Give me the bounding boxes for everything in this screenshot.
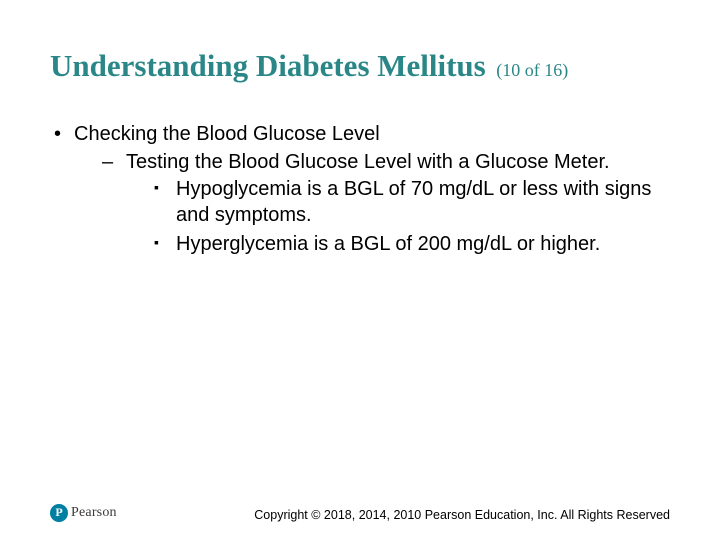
slide-title: Understanding Diabetes Mellitus bbox=[50, 48, 486, 83]
bullet-text: Hypoglycemia is a BGL of 70 mg/dL or les… bbox=[176, 178, 651, 226]
title-row: Understanding Diabetes Mellitus (10 of 1… bbox=[50, 48, 670, 84]
bullet-text: Hyperglycemia is a BGL of 200 mg/dL or h… bbox=[176, 233, 600, 255]
copyright-text: Copyright © 2018, 2014, 2010 Pearson Edu… bbox=[254, 508, 670, 522]
list-item: Hypoglycemia is a BGL of 70 mg/dL or les… bbox=[154, 177, 670, 228]
bullet-text: Checking the Blood Glucose Level bbox=[74, 123, 380, 145]
brand-name: Pearson bbox=[71, 505, 117, 521]
slide: Understanding Diabetes Mellitus (10 of 1… bbox=[0, 0, 720, 540]
list-item: Testing the Blood Glucose Level with a G… bbox=[102, 150, 670, 258]
pearson-p-icon bbox=[50, 504, 68, 522]
footer: Pearson Copyright © 2018, 2014, 2010 Pea… bbox=[0, 504, 720, 522]
list-item: Checking the Blood Glucose Level Testing… bbox=[50, 122, 670, 258]
brand-logo: Pearson bbox=[50, 504, 117, 522]
slide-counter: (10 of 16) bbox=[496, 60, 568, 80]
bullet-text: Testing the Blood Glucose Level with a G… bbox=[126, 151, 610, 173]
list-item: Hyperglycemia is a BGL of 200 mg/dL or h… bbox=[154, 232, 670, 258]
slide-body: Checking the Blood Glucose Level Testing… bbox=[50, 122, 670, 258]
